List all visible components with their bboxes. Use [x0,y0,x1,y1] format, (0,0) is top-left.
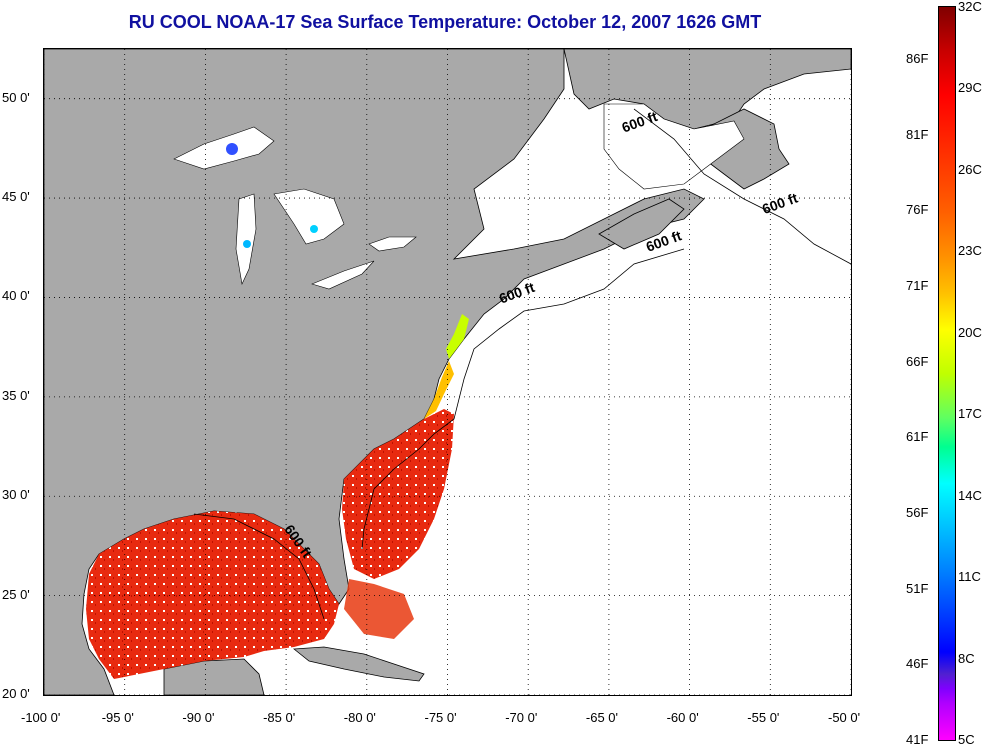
colorbar-celsius-label: 8C [958,650,975,666]
sst-atlantic-northeast [446,314,469,359]
colorbar-celsius-label: 20C [958,324,982,340]
colorbar-celsius-label: 29C [958,80,982,96]
colorbar-fahrenheit-label: 86F [906,51,929,66]
x-tick-label: -90 0' [182,710,215,725]
colorbar-celsius-label: 26C [958,161,982,177]
colorbar-fahrenheit-label: 71F [906,278,929,293]
sst-lake-superior-cool [226,143,238,155]
colorbar-celsius-label: 23C [958,243,982,259]
land-nova-scotia [598,198,685,250]
y-tick-label: 50 0' [2,89,30,105]
lake-superior [173,126,275,170]
lake-huron [273,188,345,245]
gulf-st-lawrence [603,103,745,190]
y-tick-label: 45 0' [2,189,30,205]
x-tick-label: -80 0' [343,710,376,725]
colorbar-celsius-label: 32C [958,0,982,14]
x-tick-label: -65 0' [585,710,619,725]
colorbar-fahrenheit-label: 56F [906,505,929,520]
colorbar-fahrenheit-label: 41F [906,732,929,747]
x-tick-label: -70 0' [505,710,538,725]
colorbar-fahrenheit-label: 51F [906,580,929,596]
lake-erie [311,260,375,290]
y-tick-label: 35 0' [2,387,30,403]
colorbar-fahrenheit-label: 81F [906,126,929,142]
sst-lake-michigan-cool [243,240,251,248]
x-tick-label: -85 0' [263,710,296,725]
sst-atlantic-southeast [342,409,454,579]
x-tick-label: -60 0' [666,710,699,725]
colorbar-fahrenheit-label: 76F [906,202,929,218]
temperature-colorbar [938,6,956,741]
lake-ontario [368,236,417,252]
x-tick-label: -100 0' [21,710,61,725]
x-tick-label: -55 0' [747,710,780,725]
colorbar-celsius-label: 17C [958,406,982,422]
colorbar-celsius-label: 11C [958,569,981,585]
sst-atlantic-bahamas [344,579,414,639]
x-tick-label: -50 0' [828,710,861,725]
y-tick-label: 25 0' [2,586,30,602]
sst-atlantic-midatlantic [424,361,454,419]
map-title: RU COOL NOAA-17 Sea Surface Temperature:… [128,12,762,32]
lake-michigan [235,193,257,285]
colorbar-fahrenheit-label: 61F [906,429,929,445]
x-tick-label: -75 0' [424,710,457,725]
x-tick-label: -95 0' [101,710,134,725]
y-tick-label: 30 0' [2,487,30,503]
sst-map: 600 ft 600 ft 600 ft 600 ft 600 ft [43,48,852,696]
colorbar-celsius-label: 5C [958,732,975,747]
colorbar-fahrenheit-label: 66F [906,353,929,369]
y-tick-label: 20 0' [2,686,30,701]
sst-lake-huron-cool [310,225,318,233]
sst-gulf-of-mexico [86,511,339,679]
y-tick-label: 40 0' [2,288,30,304]
colorbar-celsius-label: 14C [958,487,982,503]
colorbar-fahrenheit-label: 46F [906,656,929,672]
land-cuba [292,646,425,682]
